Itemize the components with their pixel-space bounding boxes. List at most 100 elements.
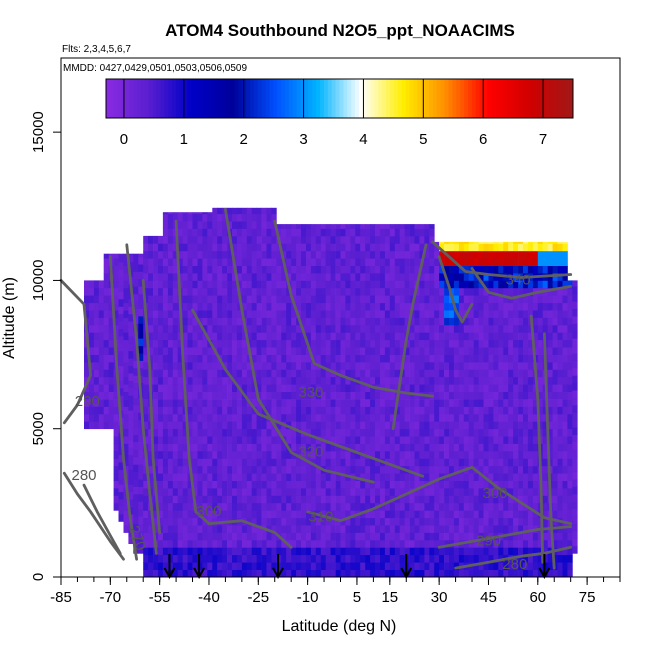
heatmap-cell	[434, 495, 440, 504]
heatmap-cell	[463, 384, 470, 392]
heatmap-cell	[498, 473, 504, 481]
heatmap-cell	[345, 332, 351, 341]
heatmap-cell	[434, 250, 440, 259]
heatmap-cell	[162, 295, 169, 304]
heatmap-cell	[513, 532, 519, 541]
heatmap-cell	[365, 310, 371, 318]
heatmap-cell	[488, 354, 494, 363]
heatmap-cell	[375, 443, 381, 452]
heatmap-cell	[133, 405, 139, 413]
heatmap-cell	[162, 302, 169, 311]
heatmap-cell	[207, 347, 213, 355]
heatmap-cell	[523, 310, 529, 318]
heatmap-cell	[399, 480, 405, 489]
heatmap-cell	[557, 502, 563, 511]
heatmap-cell	[158, 317, 164, 326]
heatmap-cell	[439, 569, 445, 578]
heatmap-cell	[306, 310, 312, 318]
heatmap-cell	[177, 554, 183, 563]
heatmap-cell	[212, 488, 218, 496]
heatmap-cell	[414, 406, 420, 415]
heatmap-cell	[251, 517, 257, 526]
heatmap-cell	[222, 451, 228, 459]
heatmap-cell	[439, 436, 445, 444]
heatmap-cell	[503, 362, 509, 370]
heatmap-cell	[370, 399, 376, 407]
heatmap-cell	[449, 243, 455, 252]
heatmap-cell	[246, 295, 253, 304]
heatmap-cell	[345, 539, 351, 548]
heatmap-cell	[360, 347, 366, 355]
heatmap-cell	[350, 421, 356, 430]
heatmap-cell	[192, 554, 198, 563]
heatmap-cell	[187, 376, 193, 385]
colorbar-segment	[183, 79, 189, 118]
heatmap-cell	[212, 228, 218, 237]
heatmap-cell	[256, 517, 262, 526]
heatmap-cell	[473, 391, 479, 400]
heatmap-cell	[419, 502, 425, 511]
heatmap-cell	[498, 569, 504, 578]
heatmap-cell	[567, 376, 573, 385]
heatmap-cell	[370, 369, 376, 378]
heatmap-cell	[236, 265, 243, 274]
heatmap-cell	[488, 510, 494, 519]
heatmap-cell	[523, 362, 529, 370]
heatmap-cell	[167, 317, 174, 326]
heatmap-cell	[483, 347, 489, 355]
heatmap-cell	[153, 569, 159, 578]
heatmap-cell	[557, 532, 563, 541]
heatmap-cell	[572, 397, 578, 406]
heatmap-cell	[325, 569, 331, 578]
heatmap-cell	[108, 324, 114, 333]
heatmap-cell	[527, 250, 534, 259]
heatmap-cell	[453, 241, 460, 244]
heatmap-cell	[508, 376, 514, 385]
heatmap-cell	[335, 384, 341, 392]
heatmap-cell	[217, 525, 223, 533]
heatmap-cell	[518, 399, 524, 407]
heatmap-cell	[458, 354, 465, 363]
heatmap-cell	[256, 391, 262, 400]
heatmap-cell	[291, 421, 297, 430]
heatmap-cell	[222, 265, 228, 274]
theta-contour-line	[391, 243, 428, 431]
heatmap-cell	[557, 376, 563, 385]
heatmap-cell	[458, 495, 465, 504]
heatmap-cell	[488, 413, 494, 422]
heatmap-cell	[261, 332, 267, 341]
heatmap-cell	[562, 554, 568, 563]
heatmap-cell	[84, 280, 90, 289]
heatmap-cell	[562, 273, 568, 281]
heatmap-cell	[251, 280, 257, 289]
heatmap-cell	[557, 495, 563, 504]
heatmap-cell	[389, 532, 396, 541]
heatmap-cell	[217, 510, 223, 519]
heatmap-cell	[310, 428, 317, 437]
heatmap-cell	[552, 532, 558, 541]
heatmap-cell	[177, 384, 183, 392]
heatmap-cell	[380, 428, 386, 437]
heatmap-cell	[291, 376, 297, 385]
heatmap-cell	[182, 488, 188, 496]
heatmap-cell	[241, 302, 248, 311]
heatmap-cell	[108, 376, 114, 385]
heatmap-cell	[177, 458, 183, 467]
heatmap-cell	[162, 554, 169, 563]
heatmap-cell	[572, 353, 578, 361]
heatmap-cell	[162, 339, 169, 348]
heatmap-cell	[478, 413, 484, 422]
heatmap-cell	[458, 458, 465, 467]
heatmap-cell	[439, 502, 445, 511]
heatmap-cell	[162, 569, 169, 578]
heatmap-cell	[236, 428, 243, 437]
heatmap-cell	[375, 473, 381, 481]
heatmap-cell	[562, 562, 568, 570]
heatmap-cell	[286, 339, 292, 348]
heatmap-cell	[498, 525, 504, 533]
heatmap-cell	[527, 339, 534, 348]
heatmap-cell	[202, 213, 208, 222]
heatmap-cell	[513, 317, 519, 326]
heatmap-cell	[227, 362, 233, 370]
